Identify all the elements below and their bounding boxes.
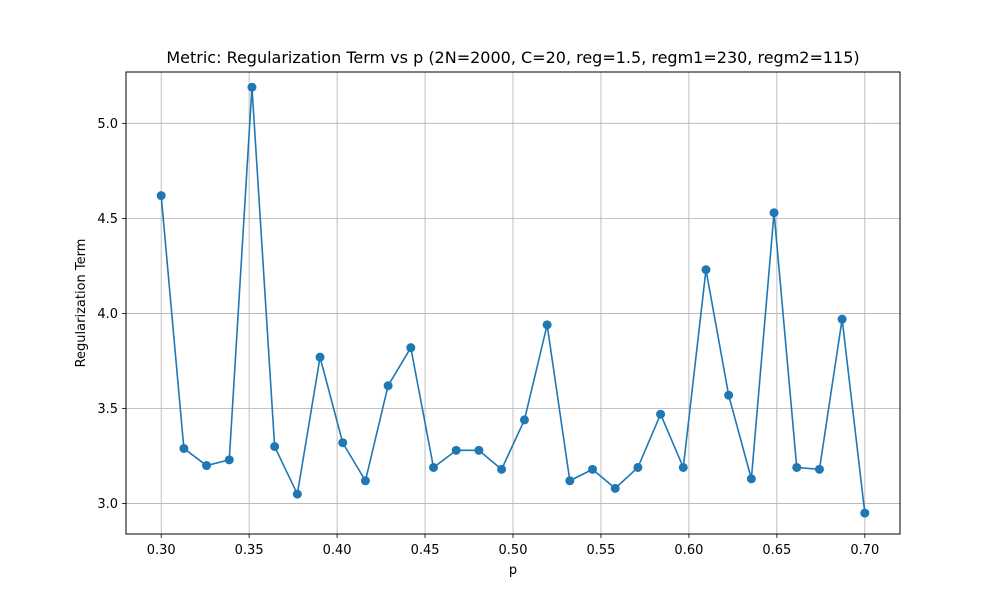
data-point xyxy=(724,390,734,400)
data-point xyxy=(837,314,847,324)
data-point xyxy=(224,455,234,465)
data-point xyxy=(474,445,484,455)
data-point xyxy=(451,445,461,455)
x-tick-label: 0.35 xyxy=(235,543,264,558)
data-point xyxy=(156,191,166,201)
y-tick-label: 5.0 xyxy=(97,117,118,132)
series-layer xyxy=(156,82,870,518)
data-point xyxy=(179,443,189,453)
y-tick-label: 3.0 xyxy=(97,497,118,512)
data-point xyxy=(360,476,370,486)
grid-layer xyxy=(126,72,900,534)
data-point xyxy=(565,476,575,486)
x-tick-label: 0.70 xyxy=(850,543,879,558)
data-point xyxy=(270,442,280,452)
data-point xyxy=(701,265,711,275)
data-point xyxy=(292,489,302,499)
y-tick-label: 3.5 xyxy=(97,402,118,417)
x-tick-label: 0.50 xyxy=(499,543,528,558)
x-tick-label: 0.55 xyxy=(586,543,615,558)
data-point xyxy=(428,462,438,472)
data-point xyxy=(588,464,598,474)
data-point xyxy=(678,462,688,472)
data-point xyxy=(656,409,666,419)
data-point xyxy=(315,352,325,362)
x-tick-label: 0.60 xyxy=(674,543,703,558)
y-tick-label: 4.0 xyxy=(97,307,118,322)
x-tick-label: 0.45 xyxy=(411,543,440,558)
x-tick-label: 0.40 xyxy=(323,543,352,558)
data-point xyxy=(792,462,802,472)
data-point xyxy=(610,483,620,493)
data-point xyxy=(542,320,552,330)
data-point xyxy=(519,415,529,425)
data-point xyxy=(814,464,824,474)
data-point xyxy=(633,462,643,472)
x-tick-label: 0.65 xyxy=(762,543,791,558)
series-line xyxy=(160,86,866,514)
chart-title: Metric: Regularization Term vs p (2N=200… xyxy=(166,48,859,67)
data-point xyxy=(406,343,416,353)
y-tick-label: 4.5 xyxy=(97,212,118,227)
data-point xyxy=(497,464,507,474)
data-point xyxy=(202,461,212,471)
x-axis-label: p xyxy=(509,563,517,578)
data-point xyxy=(769,208,779,218)
y-axis-label: Regularization Term xyxy=(74,239,89,368)
data-point xyxy=(746,474,756,484)
tick-layer: 0.30 0.35 0.40 0.45 0.50 0.55 0.60 0.65 0.70 3.0 3… xyxy=(97,117,879,558)
x-tick-label: 0.30 xyxy=(147,543,176,558)
data-point xyxy=(338,438,348,448)
data-point xyxy=(383,381,393,391)
data-point xyxy=(247,82,257,92)
data-point xyxy=(860,508,870,518)
